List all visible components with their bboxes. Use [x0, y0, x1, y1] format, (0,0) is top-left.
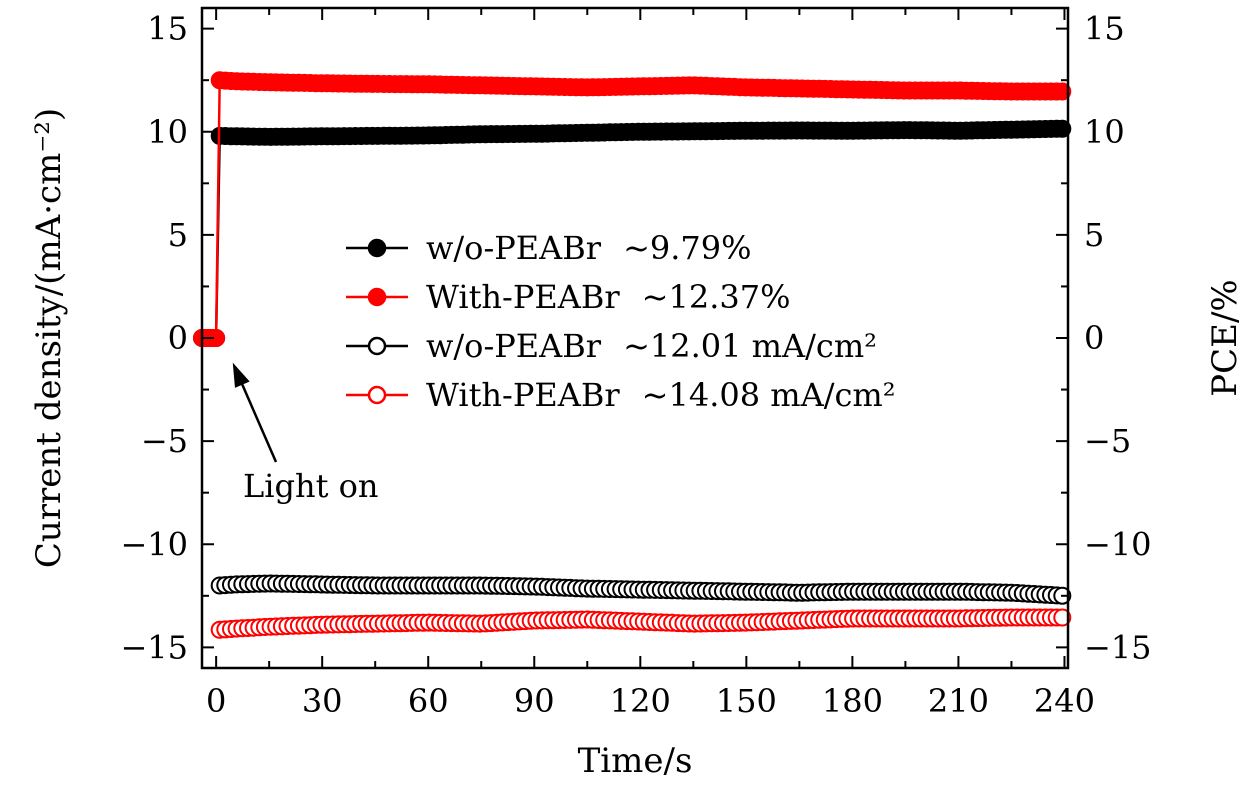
- legend-series-value: ~9.79%: [623, 229, 751, 267]
- legend-label: With-PEABr ~12.37%: [426, 278, 790, 316]
- x-tick-label: 210: [928, 682, 989, 720]
- ticks-layer: [202, 8, 1068, 668]
- legend-item: w/o-PEABr ~12.01 mA/cm²: [346, 327, 877, 365]
- legend-series-value: ~12.37%: [642, 278, 791, 316]
- x-tick-label: 60: [408, 682, 449, 720]
- y-tick-label-left: −15: [120, 628, 188, 666]
- x-axis-title: Time/s: [578, 741, 693, 781]
- legend-item: w/o-PEABr ~9.79%: [346, 229, 752, 267]
- legend: w/o-PEABr ~9.79%With-PEABr ~12.37%w/o-PEAB…: [346, 229, 896, 414]
- y-axis-title-right: PCE/%: [1205, 279, 1245, 396]
- y-tick-label-left: −5: [141, 422, 188, 460]
- y-tick-label-left: 15: [147, 10, 188, 48]
- y-tick-label-left: 0: [168, 319, 188, 357]
- series-3: [210, 608, 1072, 639]
- legend-series-name: With-PEABr: [426, 376, 620, 414]
- x-tick-label: 0: [206, 682, 226, 720]
- annotation-arrow-head: [232, 362, 250, 388]
- legend-series-name: With-PEABr: [426, 278, 620, 316]
- light-on-annotation: Light on: [232, 362, 378, 505]
- x-tick-label: 30: [302, 682, 343, 720]
- x-tick-label: 180: [822, 682, 883, 720]
- y-tick-label-left: 5: [168, 216, 188, 254]
- y-axis-title-left: Current density/(mA·cm⁻²): [29, 108, 69, 568]
- y-tick-label-right: 0: [1084, 319, 1104, 357]
- series-0: [193, 119, 1072, 347]
- x-tick-label: 120: [610, 682, 671, 720]
- series-1: [193, 71, 1072, 347]
- y-tick-label-left: −10: [120, 525, 188, 563]
- x-tick-label: 150: [716, 682, 777, 720]
- data-point: [1053, 82, 1072, 101]
- y-tick-label-right: −15: [1084, 628, 1152, 666]
- legend-label: w/o-PEABr ~9.79%: [426, 229, 752, 267]
- legend-series-value: ~12.01 mA/cm²: [623, 327, 877, 365]
- annotation-text: Light on: [243, 467, 378, 505]
- legend-marker: [367, 385, 387, 405]
- y-tick-label-right: 10: [1084, 113, 1125, 151]
- x-tick-label: 90: [514, 682, 555, 720]
- y-tick-label-left: 10: [147, 113, 188, 151]
- legend-marker: [367, 336, 387, 356]
- legend-series-name: w/o-PEABr: [426, 229, 602, 267]
- legend-marker: [367, 238, 387, 258]
- legend-marker: [367, 287, 387, 307]
- series-layer: [193, 71, 1072, 639]
- labels-layer: 0 30 60 90 120 150 180 210 240 15 15 10 10 5 5 0 0 −5 −5 −1…: [120, 10, 1151, 720]
- series-2: [210, 574, 1072, 605]
- y-tick-label-right: 15: [1084, 10, 1125, 48]
- legend-item: With-PEABr ~14.08 mA/cm²: [346, 376, 896, 414]
- legend-series-name: w/o-PEABr: [426, 327, 602, 365]
- x-tick-label: 240: [1034, 682, 1095, 720]
- data-point: [1053, 608, 1072, 627]
- legend-series-value: ~14.08 mA/cm²: [642, 376, 896, 414]
- y-tick-label-right: 5: [1084, 216, 1104, 254]
- legend-item: With-PEABr ~12.37%: [346, 278, 790, 316]
- annotation-arrow-line: [238, 378, 278, 463]
- legend-label: w/o-PEABr ~12.01 mA/cm²: [426, 327, 877, 365]
- y-tick-label-right: −10: [1084, 525, 1152, 563]
- y-tick-label-right: −5: [1084, 422, 1131, 460]
- legend-label: With-PEABr ~14.08 mA/cm²: [426, 376, 896, 414]
- series-line: [202, 78, 1065, 340]
